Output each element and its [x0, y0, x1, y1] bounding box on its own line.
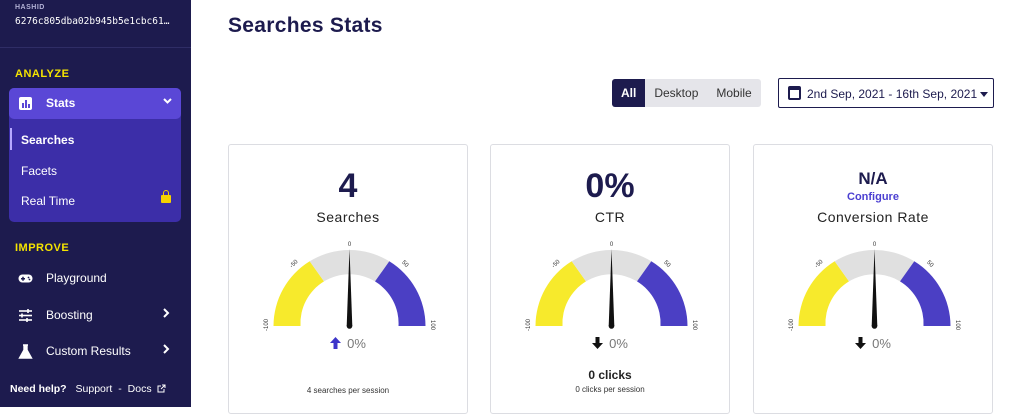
searches-label: Searches: [316, 209, 380, 225]
searches-gauge: 0 -50 50 -100 100: [264, 242, 435, 331]
ctr-value: 0%: [585, 167, 635, 205]
searches-card: 4 Searches 0 -50 50 -100 100 0% 4 search…: [228, 144, 468, 414]
gamepad-icon: [18, 271, 33, 286]
stats-nav-toggle[interactable]: Stats: [9, 88, 181, 119]
sidebar-item-facets[interactable]: Facets: [21, 164, 58, 178]
tick-label-neg100: -100: [789, 318, 795, 331]
tick-label-pos50: 50: [400, 260, 409, 269]
active-indicator: [10, 128, 12, 150]
improve-section-title: IMPROVE: [15, 242, 70, 254]
gauge-right-segment: [637, 261, 688, 326]
link-separator: -: [118, 383, 122, 395]
caret-down-icon: [980, 92, 988, 97]
chevron-right-icon: [161, 342, 171, 358]
configure-link[interactable]: Configure: [847, 191, 899, 203]
sliders-icon: [18, 308, 33, 323]
lock-icon: [161, 190, 171, 203]
searches-delta-value: 0%: [347, 336, 366, 351]
arrow-up-icon: [330, 337, 342, 349]
sidebar-item-real-time[interactable]: Real Time: [21, 194, 76, 208]
tick-label-pos100: 100: [954, 320, 960, 331]
hash-id-block: HASHID 6276c805dba02b945b5e1cbc61…: [0, 0, 191, 48]
playground-label: Playground: [46, 271, 107, 285]
ctr-delta-value: 0%: [609, 336, 628, 351]
chevron-down-icon: [162, 95, 173, 109]
docs-link[interactable]: Docs: [127, 383, 152, 395]
sidebar-item-playground[interactable]: Playground: [0, 264, 191, 294]
ctr-label: CTR: [594, 209, 626, 225]
gauge-left-segment: [798, 261, 849, 326]
tick-label-neg50: -50: [551, 259, 562, 270]
external-link-icon: [157, 384, 166, 396]
sidebar-item-custom-results[interactable]: Custom Results: [0, 337, 191, 367]
tick-label-0: 0: [348, 242, 352, 248]
calendar-icon: [788, 86, 801, 100]
clicks-per-session: 0 clicks per session: [575, 385, 645, 394]
ctr-delta: 0%: [491, 336, 729, 351]
filter-all-button[interactable]: All: [612, 79, 646, 107]
gauge-needle: [871, 249, 878, 326]
arrow-down-icon: [855, 337, 867, 349]
conversion-rate-label: Conversion Rate: [817, 209, 929, 225]
flask-icon: [18, 344, 33, 359]
tick-label-pos100: 100: [429, 320, 435, 331]
boosting-label: Boosting: [46, 308, 93, 322]
hash-id-value[interactable]: 6276c805dba02b945b5e1cbc61…: [15, 16, 170, 27]
main-content: Searches Stats All Desktop Mobile 2nd Se…: [191, 0, 1024, 414]
filter-desktop-button[interactable]: Desktop: [654, 86, 699, 100]
conversion-rate-delta-value: 0%: [872, 336, 891, 351]
chevron-right-icon: [161, 306, 171, 322]
gauge-right-segment: [375, 261, 426, 326]
sidebar: HASHID 6276c805dba02b945b5e1cbc61… ANALY…: [0, 0, 191, 407]
tick-label-pos50: 50: [662, 260, 671, 269]
date-range-picker[interactable]: 2nd Sep, 2021 - 16th Sep, 2021: [778, 78, 994, 108]
support-link[interactable]: Support: [75, 383, 113, 395]
arrow-down-icon: [592, 337, 604, 349]
stats-nav-label: Stats: [46, 96, 76, 110]
tick-label-pos100: 100: [691, 320, 697, 331]
tick-label-neg100: -100: [264, 318, 270, 331]
tick-label-neg50: -50: [814, 259, 825, 270]
tick-label-0: 0: [873, 242, 877, 248]
conversion-rate-card: N/A Configure Conversion Rate 0 -50 50 -…: [753, 144, 993, 414]
searches-per-session: 4 searches per session: [306, 386, 390, 395]
gauge-right-segment: [900, 261, 951, 326]
searches-value: 4: [338, 167, 358, 205]
ctr-card: 0% CTR 0 -50 50 -100 100 0% 0 clicks 0 c…: [490, 144, 730, 414]
tick-label-neg100: -100: [526, 318, 532, 331]
gauge-left-segment: [273, 261, 324, 326]
tick-label-0: 0: [610, 242, 614, 248]
analyze-section-title: ANALYZE: [15, 68, 70, 80]
conversion-rate-delta: 0%: [754, 336, 992, 351]
ctr-gauge: 0 -50 50 -100 100: [526, 242, 697, 331]
sidebar-item-searches[interactable]: Searches: [21, 133, 75, 147]
help-links: Need help? Support - Docs: [10, 383, 166, 396]
gauge-needle: [608, 249, 615, 326]
filter-mobile-button[interactable]: Mobile: [716, 86, 752, 100]
gauge-left-segment: [535, 261, 586, 326]
custom-results-label: Custom Results: [46, 344, 131, 358]
device-filter: All Desktop Mobile: [612, 79, 761, 107]
searches-delta: 0%: [229, 336, 467, 351]
page-title: Searches Stats: [228, 14, 383, 37]
date-range-text: 2nd Sep, 2021 - 16th Sep, 2021: [807, 87, 978, 101]
sidebar-item-boosting[interactable]: Boosting: [0, 301, 191, 331]
stats-nav-group: Stats Searches Facets Real Time: [9, 88, 181, 222]
conversion-rate-value: N/A: [858, 169, 888, 188]
clicks-total: 0 clicks: [588, 368, 632, 382]
gauge-needle: [346, 249, 353, 326]
tick-label-neg50: -50: [289, 259, 300, 270]
need-help-label: Need help?: [10, 383, 67, 395]
bar-chart-icon: [19, 97, 32, 110]
tick-label-pos50: 50: [925, 260, 934, 269]
hash-id-label: HASHID: [15, 4, 45, 11]
conversion-rate-gauge: 0 -50 50 -100 100: [789, 242, 960, 331]
